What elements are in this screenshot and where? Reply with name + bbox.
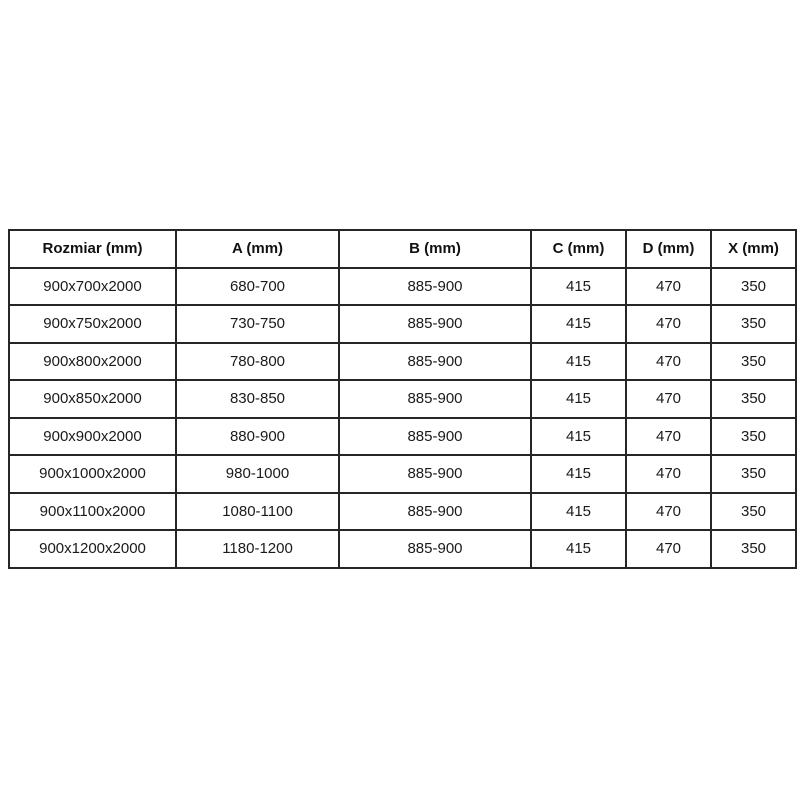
- cell-rozmiar: 900x1200x2000: [8, 529, 177, 569]
- cell-rozmiar: 900x900x2000: [8, 416, 177, 456]
- cell-x: 350: [710, 454, 797, 494]
- cell-x: 350: [710, 491, 797, 531]
- cell-b: 885-900: [338, 529, 532, 569]
- header-row: Rozmiar (mm) A (mm) B (mm) C (mm) D (mm)…: [8, 229, 797, 269]
- cell-d: 470: [625, 491, 712, 531]
- col-header-d: D (mm): [625, 229, 712, 269]
- table-row: 900x750x2000 730-750 885-900 415 470 350: [8, 304, 797, 344]
- cell-x: 350: [710, 341, 797, 381]
- cell-b: 885-900: [338, 491, 532, 531]
- col-header-a: A (mm): [175, 229, 340, 269]
- cell-a: 1080-1100: [175, 491, 340, 531]
- cell-b: 885-900: [338, 379, 532, 419]
- cell-rozmiar: 900x1000x2000: [8, 454, 177, 494]
- cell-a: 1180-1200: [175, 529, 340, 569]
- cell-a: 730-750: [175, 304, 340, 344]
- cell-c: 415: [530, 454, 627, 494]
- cell-x: 350: [710, 529, 797, 569]
- table-row: 900x1100x2000 1080-1100 885-900 415 470 …: [8, 491, 797, 531]
- cell-d: 470: [625, 341, 712, 381]
- table-row: 900x1200x2000 1180-1200 885-900 415 470 …: [8, 529, 797, 569]
- cell-a: 780-800: [175, 341, 340, 381]
- table-row: 900x700x2000 680-700 885-900 415 470 350: [8, 266, 797, 306]
- col-header-c: C (mm): [530, 229, 627, 269]
- cell-c: 415: [530, 416, 627, 456]
- cell-rozmiar: 900x700x2000: [8, 266, 177, 306]
- cell-d: 470: [625, 529, 712, 569]
- cell-d: 470: [625, 304, 712, 344]
- col-header-x: X (mm): [710, 229, 797, 269]
- col-header-b: B (mm): [338, 229, 532, 269]
- table-row: 900x800x2000 780-800 885-900 415 470 350: [8, 341, 797, 381]
- cell-b: 885-900: [338, 304, 532, 344]
- cell-c: 415: [530, 304, 627, 344]
- table-row: 900x1000x2000 980-1000 885-900 415 470 3…: [8, 454, 797, 494]
- cell-d: 470: [625, 416, 712, 456]
- cell-b: 885-900: [338, 454, 532, 494]
- cell-x: 350: [710, 304, 797, 344]
- cell-b: 885-900: [338, 341, 532, 381]
- cell-rozmiar: 900x750x2000: [8, 304, 177, 344]
- cell-x: 350: [710, 379, 797, 419]
- cell-x: 350: [710, 416, 797, 456]
- cell-b: 885-900: [338, 416, 532, 456]
- table-row: 900x900x2000 880-900 885-900 415 470 350: [8, 416, 797, 456]
- cell-a: 680-700: [175, 266, 340, 306]
- cell-a: 880-900: [175, 416, 340, 456]
- cell-c: 415: [530, 529, 627, 569]
- cell-rozmiar: 900x850x2000: [8, 379, 177, 419]
- cell-d: 470: [625, 266, 712, 306]
- cell-a: 830-850: [175, 379, 340, 419]
- cell-d: 470: [625, 454, 712, 494]
- cell-c: 415: [530, 341, 627, 381]
- cell-x: 350: [710, 266, 797, 306]
- cell-d: 470: [625, 379, 712, 419]
- cell-rozmiar: 900x800x2000: [8, 341, 177, 381]
- table-row: 900x850x2000 830-850 885-900 415 470 350: [8, 379, 797, 419]
- col-header-rozmiar: Rozmiar (mm): [8, 229, 177, 269]
- cell-c: 415: [530, 491, 627, 531]
- cell-b: 885-900: [338, 266, 532, 306]
- cell-c: 415: [530, 266, 627, 306]
- size-spec-table: Rozmiar (mm) A (mm) B (mm) C (mm) D (mm)…: [8, 229, 797, 569]
- cell-rozmiar: 900x1100x2000: [8, 491, 177, 531]
- cell-c: 415: [530, 379, 627, 419]
- cell-a: 980-1000: [175, 454, 340, 494]
